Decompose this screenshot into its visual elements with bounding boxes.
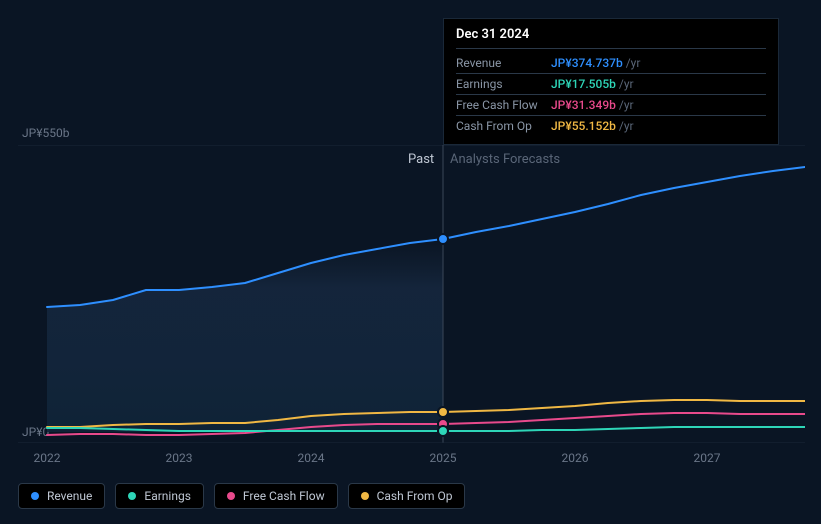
x-axis-tick: 2022: [34, 451, 61, 465]
tooltip-row-unit: /yr: [619, 77, 634, 91]
legend-dot-icon: [31, 492, 39, 500]
tooltip-row-label: Free Cash Flow: [456, 98, 551, 112]
legend-item-revenue[interactable]: Revenue: [18, 483, 105, 509]
tooltip-row-unit: /yr: [619, 98, 634, 112]
legend-dot-icon: [361, 492, 369, 500]
tooltip-row: EarningsJP¥17.505b/yr: [456, 74, 766, 95]
x-axis-tick: 2026: [562, 451, 589, 465]
tooltip-date: Dec 31 2024: [456, 27, 766, 49]
tooltip-row: Cash From OpJP¥55.152b/yr: [456, 116, 766, 136]
tooltip-row: RevenueJP¥374.737b/yr: [456, 53, 766, 74]
x-axis-tick: 2023: [166, 451, 193, 465]
hover-tooltip: Dec 31 2024 RevenueJP¥374.737b/yrEarning…: [443, 18, 779, 145]
tooltip-row-label: Revenue: [456, 56, 551, 70]
legend-item-label: Free Cash Flow: [243, 489, 325, 503]
legend-dot-icon: [227, 492, 235, 500]
legend-item-free-cash-flow[interactable]: Free Cash Flow: [214, 483, 338, 509]
tooltip-row-label: Cash From Op: [456, 119, 551, 133]
legend-item-label: Cash From Op: [377, 489, 453, 503]
legend-item-label: Earnings: [144, 489, 191, 503]
legend-item-label: Revenue: [47, 489, 92, 503]
tooltip-row-value: JP¥55.152b: [551, 119, 616, 133]
x-axis-tick: 2025: [430, 451, 457, 465]
hover-marker-cash_from_op: [438, 407, 448, 417]
y-axis-max-label: JP¥550b: [22, 126, 69, 140]
x-axis-tick: 2024: [298, 451, 325, 465]
chart-svg: [18, 145, 805, 443]
tooltip-row-unit: /yr: [619, 119, 634, 133]
tooltip-row-label: Earnings: [456, 77, 551, 91]
x-axis-tick: 2027: [694, 451, 721, 465]
legend-dot-icon: [128, 492, 136, 500]
chart-plot-area[interactable]: [18, 145, 805, 443]
legend: Revenue Earnings Free Cash Flow Cash From O…: [18, 483, 465, 509]
hover-marker-revenue: [438, 234, 448, 244]
legend-item-cash-from-op[interactable]: Cash From Op: [348, 483, 466, 509]
chart-container: Dec 31 2024 RevenueJP¥374.737b/yrEarning…: [0, 0, 821, 524]
hover-marker-earnings: [438, 426, 448, 436]
legend-item-earnings[interactable]: Earnings: [115, 483, 204, 509]
tooltip-row-value: JP¥31.349b: [551, 98, 616, 112]
tooltip-row-unit: /yr: [626, 56, 641, 70]
tooltip-row-value: JP¥17.505b: [551, 77, 616, 91]
tooltip-row: Free Cash FlowJP¥31.349b/yr: [456, 95, 766, 116]
tooltip-row-value: JP¥374.737b: [551, 56, 623, 70]
